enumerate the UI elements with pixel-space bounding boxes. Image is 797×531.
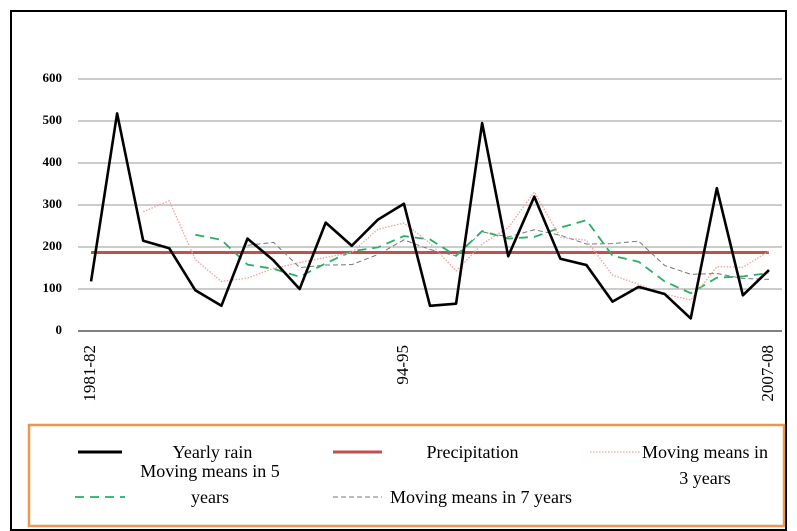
- y-tick-label: 500: [43, 112, 63, 127]
- series-line: [247, 229, 769, 280]
- y-tick-label: 400: [43, 154, 63, 169]
- y-tick-label: 200: [43, 238, 63, 253]
- x-tick-label: 2007-08: [758, 345, 777, 402]
- series-line: [142, 191, 770, 301]
- legend-label: Yearly rain: [172, 442, 253, 462]
- series-line: [89, 112, 770, 320]
- series-line: [195, 219, 770, 295]
- y-tick-label: 0: [56, 322, 63, 337]
- legend-label: Moving means in 3 years: [642, 442, 768, 488]
- frame: [10, 10, 787, 531]
- y-tick-label: 300: [43, 196, 63, 211]
- y-tick-label: 600: [43, 70, 63, 85]
- x-tick-label: 94-95: [393, 345, 412, 385]
- legend-label: Moving means in 5 years: [140, 461, 280, 507]
- legend-box: [27, 423, 786, 528]
- legend-label: Precipitation: [426, 442, 519, 462]
- x-tick-label: 1981-82: [80, 345, 99, 402]
- y-tick-label: 100: [43, 280, 63, 295]
- legend-label: Moving means in 7 years: [390, 487, 572, 507]
